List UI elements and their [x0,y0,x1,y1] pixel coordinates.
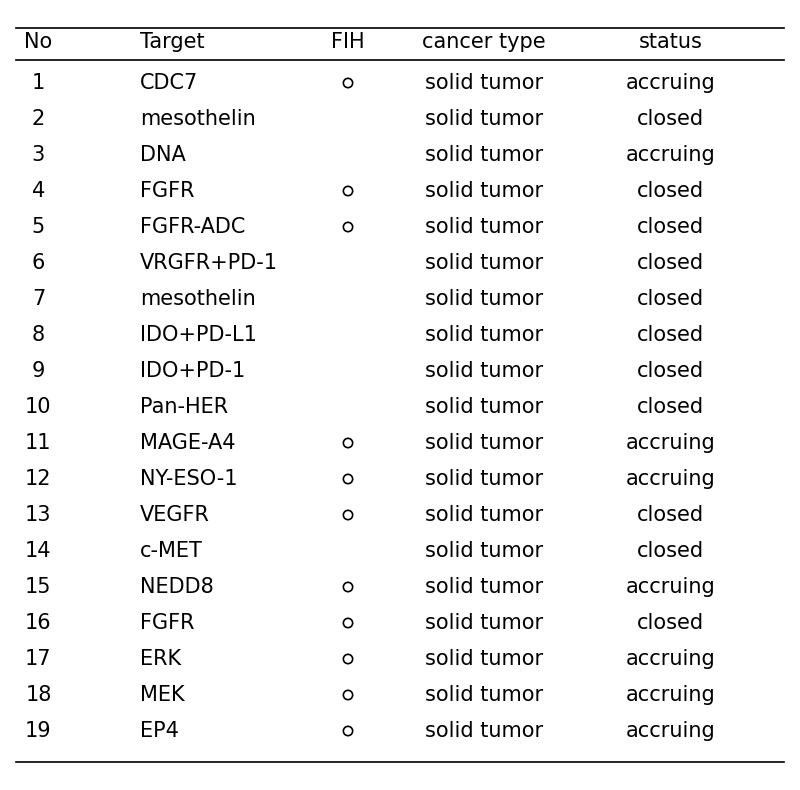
Text: solid tumor: solid tumor [425,361,543,381]
Point [342,472,354,485]
Point [342,724,354,737]
Text: accruing: accruing [626,145,715,165]
Text: solid tumor: solid tumor [425,325,543,345]
Point [342,185,354,198]
Point [342,509,354,521]
Text: 11: 11 [25,433,52,453]
Text: status: status [638,32,702,52]
Text: 4: 4 [32,181,45,201]
Text: solid tumor: solid tumor [425,505,543,525]
Text: Target: Target [140,32,205,52]
Text: DNA: DNA [140,145,186,165]
Text: closed: closed [637,109,704,129]
Point [342,581,354,593]
Text: FGFR: FGFR [140,613,194,633]
Text: solid tumor: solid tumor [425,649,543,669]
Text: closed: closed [637,361,704,381]
Text: MEK: MEK [140,685,185,705]
Text: solid tumor: solid tumor [425,109,543,129]
Text: Pan-HER: Pan-HER [140,397,228,417]
Point [342,617,354,630]
Text: accruing: accruing [626,685,715,705]
Text: EP4: EP4 [140,721,179,741]
Text: solid tumor: solid tumor [425,145,543,165]
Text: solid tumor: solid tumor [425,685,543,705]
Text: 18: 18 [26,685,51,705]
Text: IDO+PD-L1: IDO+PD-L1 [140,325,257,345]
Point [342,653,354,665]
Text: FGFR: FGFR [140,181,194,201]
Text: 8: 8 [32,325,45,345]
Text: closed: closed [637,613,704,633]
Text: 1: 1 [32,73,45,93]
Point [342,689,354,702]
Text: solid tumor: solid tumor [425,433,543,453]
Text: closed: closed [637,397,704,417]
Text: solid tumor: solid tumor [425,577,543,597]
Text: 10: 10 [25,397,52,417]
Text: closed: closed [637,253,704,273]
Text: solid tumor: solid tumor [425,397,543,417]
Text: solid tumor: solid tumor [425,73,543,93]
Point [342,437,354,450]
Text: MAGE-A4: MAGE-A4 [140,433,235,453]
Text: solid tumor: solid tumor [425,217,543,237]
Text: FGFR-ADC: FGFR-ADC [140,217,246,237]
Text: 15: 15 [25,577,52,597]
Text: solid tumor: solid tumor [425,613,543,633]
Text: CDC7: CDC7 [140,73,198,93]
Text: FIH: FIH [331,32,365,52]
Point [342,77,354,89]
Text: closed: closed [637,541,704,561]
Text: 2: 2 [32,109,45,129]
Text: 9: 9 [32,361,45,381]
Text: NY-ESO-1: NY-ESO-1 [140,469,238,489]
Text: accruing: accruing [626,73,715,93]
Text: 5: 5 [32,217,45,237]
Text: 6: 6 [32,253,45,273]
Text: solid tumor: solid tumor [425,721,543,741]
Text: VRGFR+PD-1: VRGFR+PD-1 [140,253,278,273]
Text: mesothelin: mesothelin [140,109,256,129]
Text: solid tumor: solid tumor [425,289,543,309]
Text: closed: closed [637,289,704,309]
Text: c-MET: c-MET [140,541,203,561]
Text: accruing: accruing [626,721,715,741]
Text: mesothelin: mesothelin [140,289,256,309]
Text: solid tumor: solid tumor [425,181,543,201]
Text: 16: 16 [25,613,52,633]
Text: solid tumor: solid tumor [425,469,543,489]
Text: 7: 7 [32,289,45,309]
Text: closed: closed [637,505,704,525]
Text: No: No [24,32,53,52]
Text: ERK: ERK [140,649,181,669]
Point [342,220,354,233]
Text: closed: closed [637,217,704,237]
Text: 19: 19 [25,721,52,741]
Text: 17: 17 [25,649,52,669]
Text: solid tumor: solid tumor [425,253,543,273]
Text: 3: 3 [32,145,45,165]
Text: VEGFR: VEGFR [140,505,210,525]
Text: NEDD8: NEDD8 [140,577,214,597]
Text: accruing: accruing [626,433,715,453]
Text: 14: 14 [25,541,52,561]
Text: accruing: accruing [626,469,715,489]
Text: IDO+PD-1: IDO+PD-1 [140,361,246,381]
Text: closed: closed [637,325,704,345]
Text: accruing: accruing [626,649,715,669]
Text: closed: closed [637,181,704,201]
Text: solid tumor: solid tumor [425,541,543,561]
Text: accruing: accruing [626,577,715,597]
Text: 13: 13 [25,505,52,525]
Text: cancer type: cancer type [422,32,546,52]
Text: 12: 12 [25,469,52,489]
